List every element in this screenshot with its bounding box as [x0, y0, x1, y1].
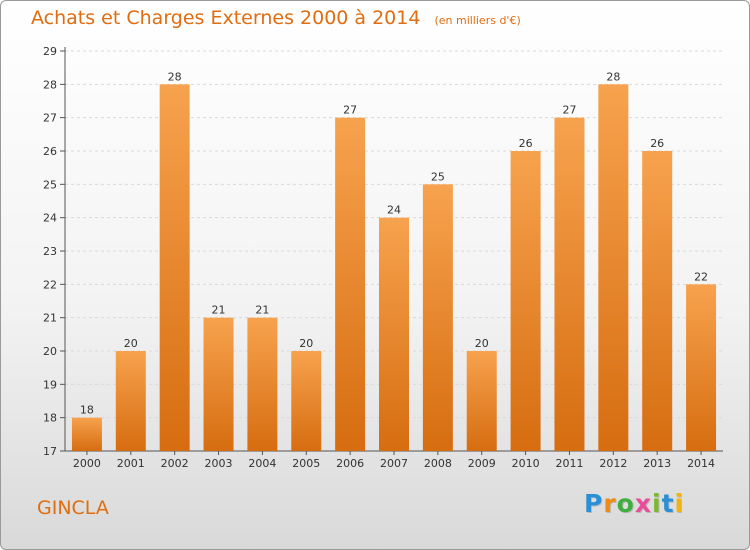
data-label-2009: 20	[475, 337, 489, 350]
bar-2010	[510, 151, 541, 451]
y-tick-label: 20	[43, 345, 57, 358]
data-label-2007: 24	[387, 204, 401, 217]
data-label-2004: 21	[255, 304, 269, 317]
y-tick-label: 23	[43, 245, 57, 258]
chart-title: Achats et Charges Externes 2000 à 2014	[31, 7, 421, 29]
data-label-2001: 20	[124, 337, 138, 350]
x-tick-label: 2004	[248, 457, 276, 470]
data-label-2006: 27	[343, 104, 357, 117]
data-label-2010: 26	[519, 137, 533, 150]
commune-name: GINCLA	[37, 497, 109, 519]
bar-2001	[115, 351, 146, 451]
logo-letter: x	[634, 489, 652, 518]
chart-subtitle: (en milliers d'€)	[434, 14, 521, 27]
x-tick-label: 2003	[205, 457, 233, 470]
y-tick-label: 19	[43, 378, 57, 391]
y-tick-label: 28	[43, 78, 57, 91]
x-tick-label: 2008	[424, 457, 452, 470]
x-tick-label: 2012	[599, 457, 627, 470]
x-tick-label: 2014	[687, 457, 715, 470]
y-tick-label: 22	[43, 278, 57, 291]
bars	[71, 84, 717, 452]
y-tick-label: 24	[43, 212, 57, 225]
bar-2004	[247, 317, 278, 451]
y-tick-label: 29	[43, 45, 57, 58]
x-tick-label: 2013	[643, 457, 671, 470]
x-tick-label: 2011	[555, 457, 583, 470]
data-label-2005: 20	[299, 337, 313, 350]
y-tick-label: 27	[43, 112, 57, 125]
bar-2009	[466, 351, 497, 451]
logo-letter: t	[661, 489, 675, 518]
data-label-2012: 28	[606, 70, 620, 83]
data-label-2014: 22	[694, 270, 708, 283]
bar-2013	[642, 151, 673, 451]
bar-2005	[291, 351, 322, 451]
data-label-2002: 28	[168, 70, 182, 83]
bar-2006	[335, 117, 366, 452]
proxiti-logo: Proxiti	[584, 489, 684, 518]
bar-2002	[159, 84, 190, 451]
logo-letter: i	[652, 489, 662, 518]
bar-2014	[686, 284, 717, 451]
data-label-2008: 25	[431, 170, 445, 183]
data-label-2013: 26	[650, 137, 664, 150]
logo-letter: i	[674, 489, 685, 518]
bar-2012	[598, 84, 629, 451]
title-row: Achats et Charges Externes 2000 à 2014 (…	[31, 7, 521, 29]
x-tick-label: 2005	[292, 457, 320, 470]
x-tick-label: 2007	[380, 457, 408, 470]
logo-letter: r	[603, 489, 617, 518]
bar-2003	[203, 317, 234, 451]
data-label-2000: 18	[80, 404, 94, 417]
bar-2011	[554, 117, 585, 452]
y-tick-label: 25	[43, 178, 57, 191]
data-label-2003: 21	[212, 304, 226, 317]
y-tick-label: 21	[43, 312, 57, 325]
y-tick-label: 17	[43, 445, 57, 458]
bar-2008	[422, 184, 453, 452]
x-tick-label: 2006	[336, 457, 364, 470]
x-tick-label: 2009	[468, 457, 496, 470]
labels: 17 18 19 20 21 22 23 24 25 26 27 28 29 18 2000 20 2001 28…	[43, 45, 715, 470]
x-tick-label: 2001	[117, 457, 145, 470]
logo-letter: P	[584, 489, 604, 518]
x-tick-label: 2000	[73, 457, 101, 470]
y-tick-label: 18	[43, 412, 57, 425]
bar-2000	[71, 417, 102, 451]
logo-letter: o	[616, 489, 635, 518]
x-tick-label: 2002	[161, 457, 189, 470]
y-tick-label: 26	[43, 145, 57, 158]
data-label-2011: 27	[562, 104, 576, 117]
x-tick-label: 2010	[512, 457, 540, 470]
bar-2007	[379, 217, 409, 451]
